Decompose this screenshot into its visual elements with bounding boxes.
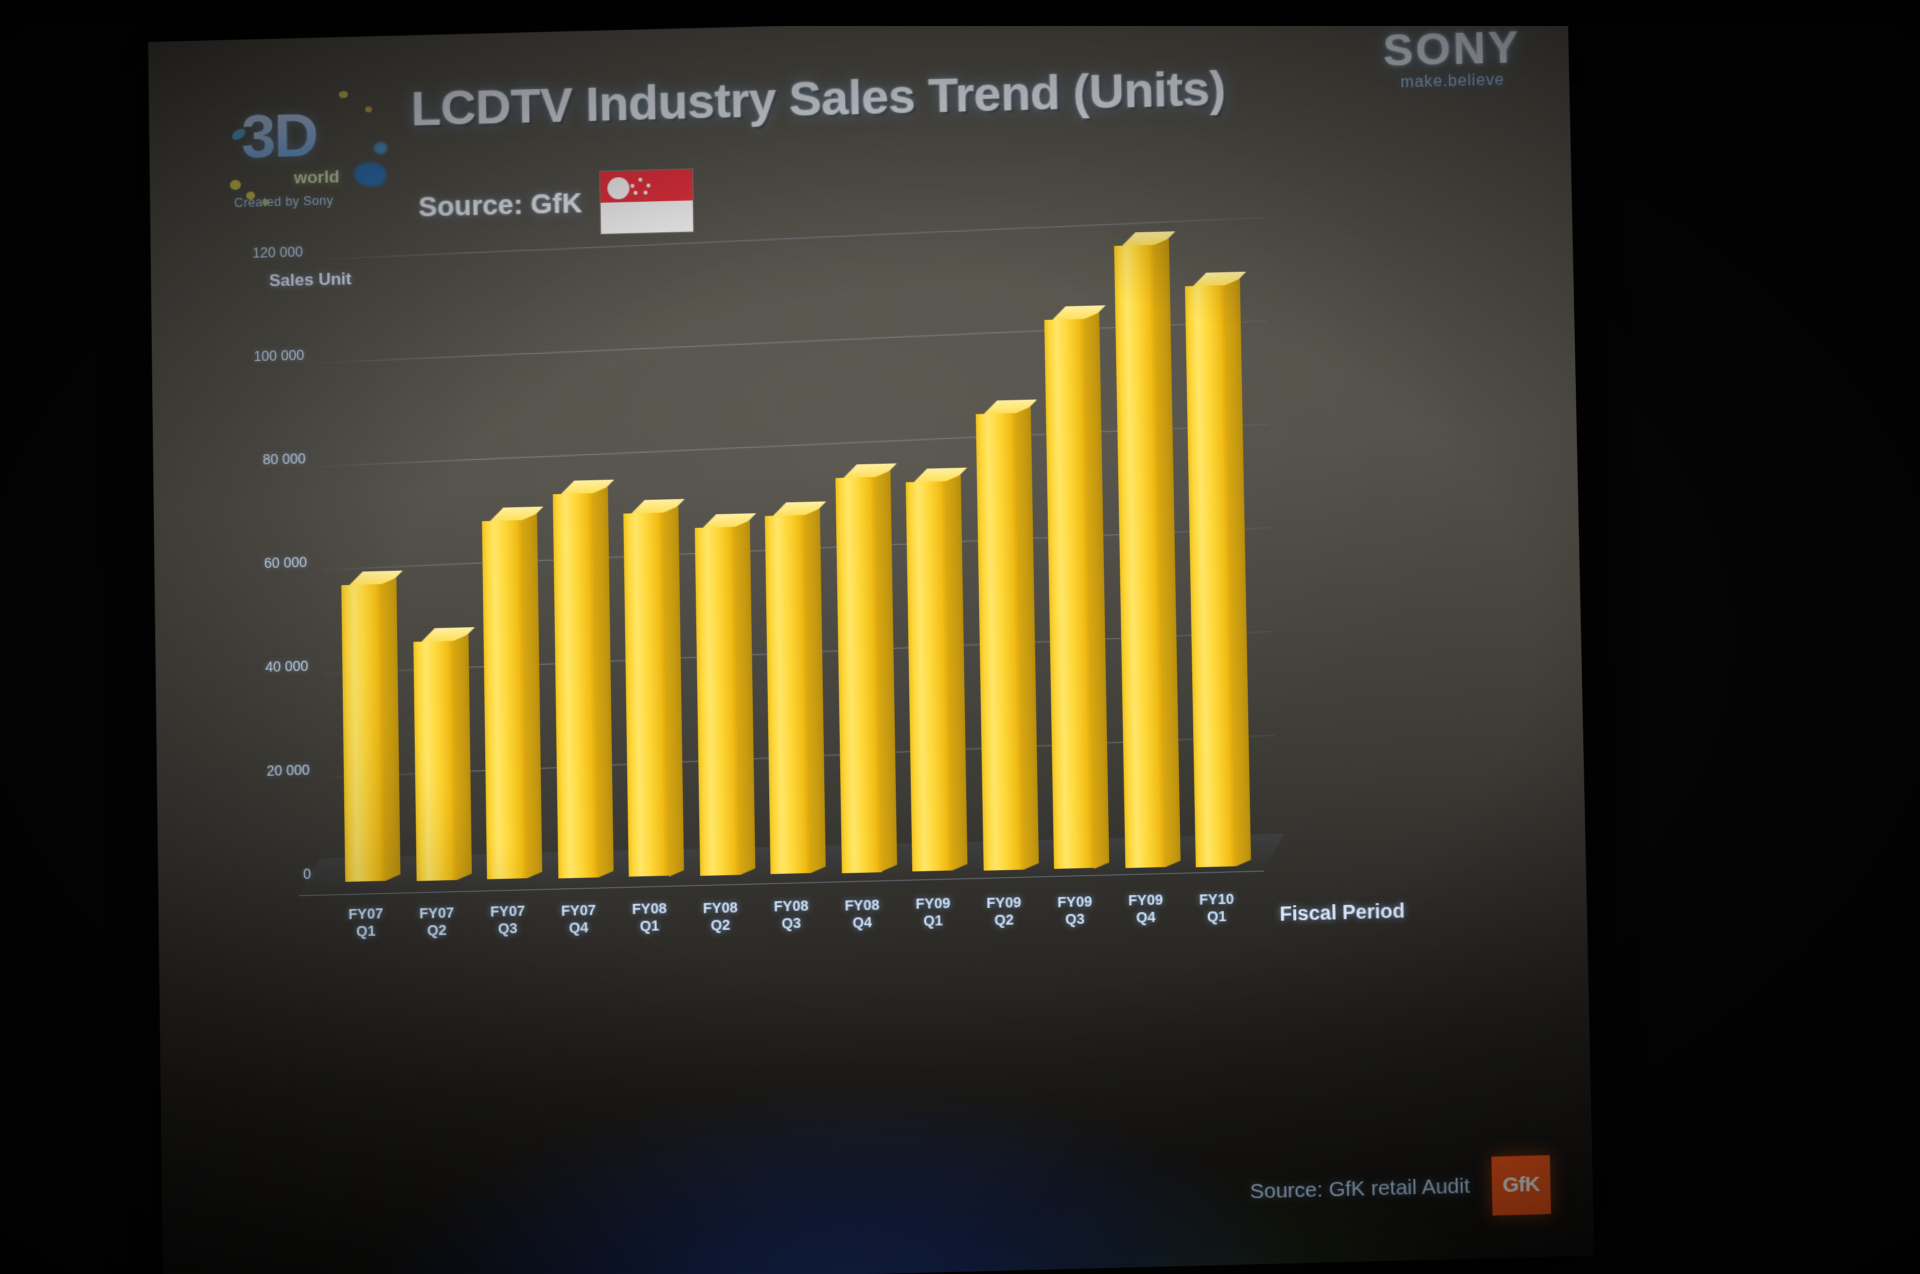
bar bbox=[1184, 271, 1251, 867]
bar-front-face bbox=[481, 519, 528, 880]
x-tick-label: FY08 Q4 bbox=[844, 897, 880, 932]
x-tick-label: FY08 Q3 bbox=[773, 898, 809, 933]
x-tick-label: FY07 Q2 bbox=[419, 904, 455, 940]
bar-front-face bbox=[341, 584, 386, 882]
x-axis-title: Fiscal Period bbox=[1279, 900, 1406, 926]
bar bbox=[764, 501, 827, 875]
bar bbox=[623, 498, 685, 877]
bar bbox=[834, 463, 897, 874]
x-tick-label: FY07 Q4 bbox=[560, 902, 597, 937]
y-tick-label: 20 000 bbox=[266, 761, 310, 779]
x-tick-label: FY10 Q1 bbox=[1198, 891, 1235, 926]
bar-chart: Sales Unit 120 000 100 000 80 000 60 000 40 … bbox=[148, 6, 1594, 1274]
bar bbox=[975, 399, 1039, 871]
bar-front-face bbox=[412, 640, 457, 881]
x-tick-label: FY07 Q3 bbox=[490, 903, 526, 938]
gfk-logo: GfK bbox=[1491, 1155, 1552, 1216]
bar bbox=[694, 512, 756, 876]
x-tick-label: FY09 Q2 bbox=[986, 894, 1022, 930]
bar-front-face bbox=[623, 512, 669, 877]
bar-front-face bbox=[905, 481, 953, 872]
footer-source: Source: GfK retail Audit bbox=[1249, 1174, 1471, 1204]
photo-letterbox bbox=[0, 0, 1920, 26]
x-tick-label: FY07 Q1 bbox=[348, 906, 384, 941]
bar bbox=[1113, 231, 1181, 869]
y-tick-label: 60 000 bbox=[263, 553, 308, 572]
bar-front-face bbox=[764, 514, 811, 875]
x-tick-label: FY09 Q3 bbox=[1057, 893, 1093, 928]
y-tick-label: 120 000 bbox=[252, 243, 303, 261]
bar-front-face bbox=[552, 492, 599, 879]
y-tick-label: 0 bbox=[302, 865, 312, 882]
y-axis-title: Sales Unit bbox=[269, 269, 352, 291]
bar bbox=[341, 570, 403, 882]
x-tick-label: FY09 Q4 bbox=[1128, 892, 1164, 927]
bar bbox=[1044, 304, 1110, 870]
bar bbox=[412, 626, 475, 881]
bar-front-face bbox=[694, 526, 740, 876]
y-tick-label: 80 000 bbox=[262, 450, 306, 468]
y-tick-label: 40 000 bbox=[265, 657, 309, 675]
bar-front-face bbox=[834, 477, 882, 874]
bar bbox=[905, 467, 968, 872]
bar bbox=[552, 479, 614, 879]
y-tick-label: 100 000 bbox=[253, 346, 305, 365]
bar-front-face bbox=[975, 412, 1024, 871]
x-tick-label: FY08 Q1 bbox=[631, 901, 667, 936]
bar bbox=[481, 506, 544, 880]
projected-slide: 3D world Created by Sony LCDTV Industry … bbox=[148, 6, 1595, 1274]
x-tick-label: FY08 Q2 bbox=[702, 899, 738, 935]
x-tick-label: FY09 Q1 bbox=[915, 896, 951, 931]
footer: Source: GfK retail Audit GfK bbox=[1249, 1155, 1552, 1222]
